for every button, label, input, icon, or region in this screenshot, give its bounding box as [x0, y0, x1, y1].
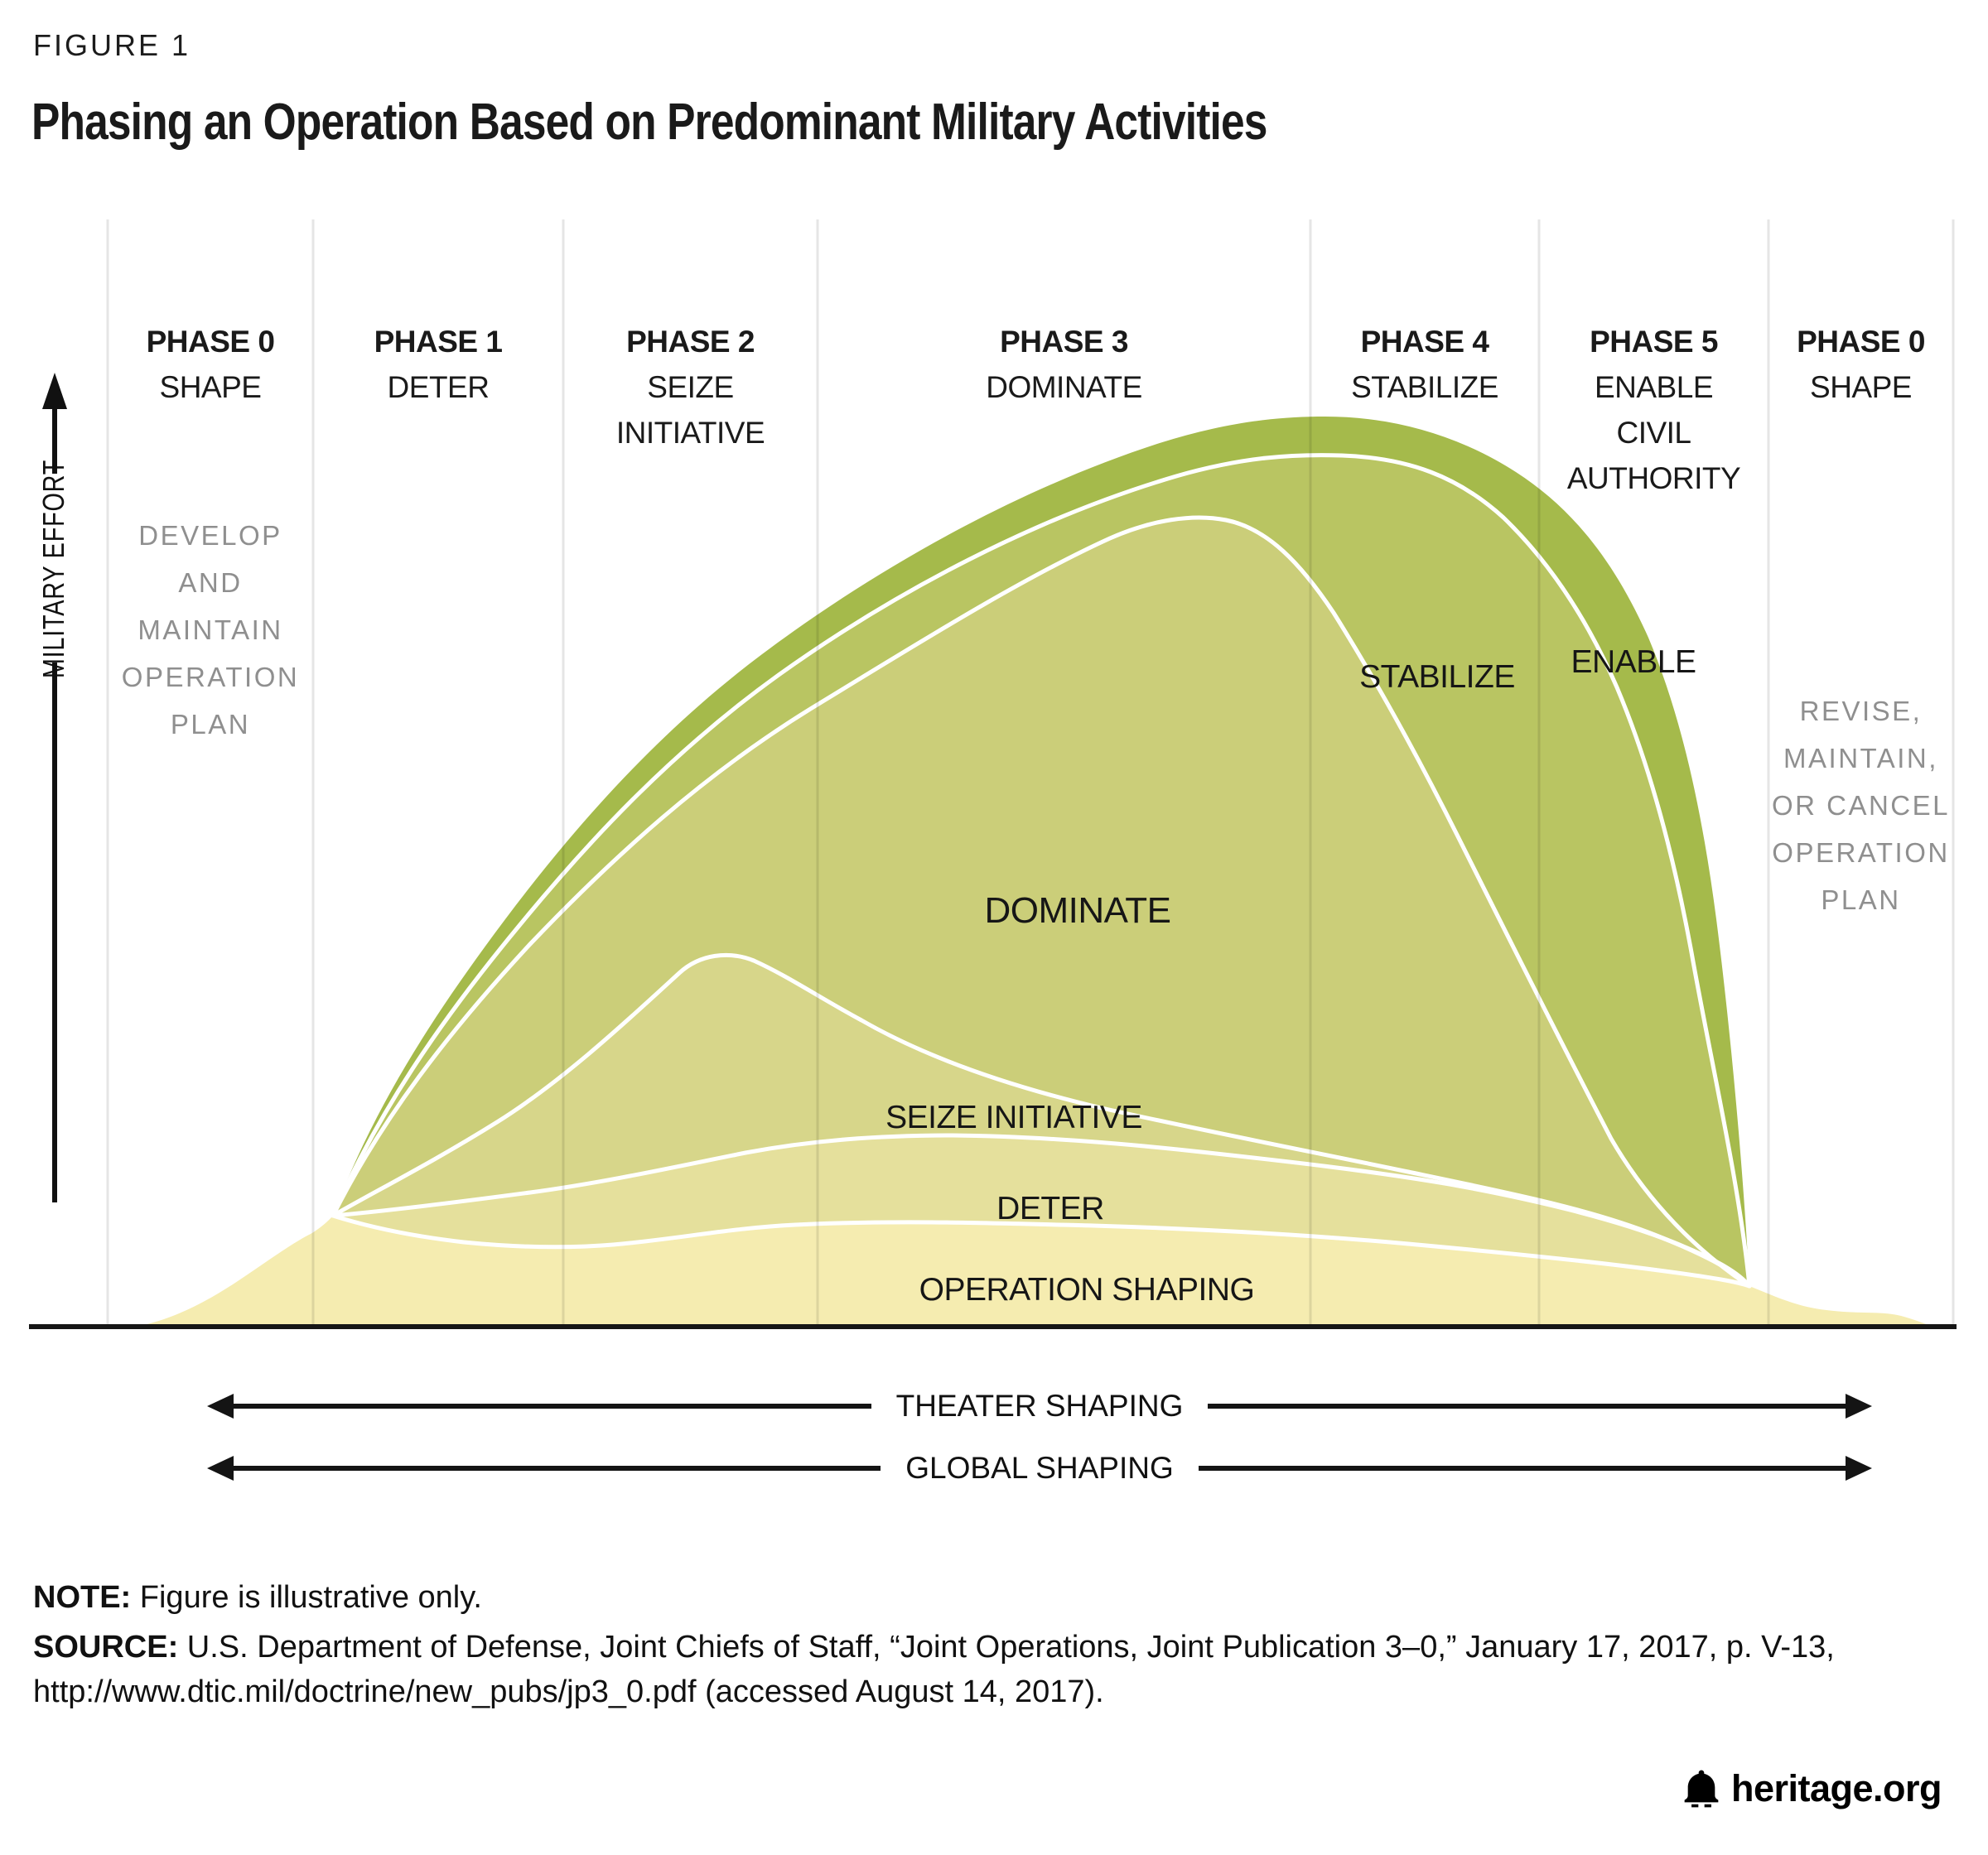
label-dominate: DOMINATE — [984, 890, 1171, 931]
phase-header-2: PHASE 2 SEIZE INITIATIVE — [563, 319, 818, 455]
layer-operation-shaping — [143, 1216, 1928, 1325]
phase-title: PHASE 5 — [1590, 325, 1718, 359]
layer-dominate — [333, 517, 1749, 1286]
phase-title: PHASE 2 — [626, 325, 755, 359]
phase-subtitle: SHAPE — [159, 370, 262, 404]
phase-title: PHASE 0 — [146, 325, 275, 359]
label-stabilize: STABILIZE — [1359, 659, 1515, 695]
y-axis-arrow — [42, 373, 67, 1202]
phase-subtitle: SHAPE — [1810, 370, 1912, 404]
phase-title: PHASE 1 — [374, 325, 503, 359]
heritage-branding: heritage.org — [1683, 1767, 1942, 1810]
phase-divider-lines — [106, 219, 1955, 1325]
left-plan-note: DEVELOP AND MAINTAIN OPERATION PLAN — [121, 520, 300, 740]
phase-subtitle: DOMINATE — [986, 370, 1142, 404]
footnotes: NOTE: Figure is illustrative only. SOURC… — [33, 1575, 1963, 1714]
note-prefix: NOTE: — [33, 1580, 132, 1615]
layer-seize-initiative — [333, 955, 1749, 1286]
label-operation-shaping: OPERATION SHAPING — [919, 1272, 1255, 1308]
arrow-right-icon — [1846, 1456, 1873, 1481]
label-deter: DETER — [996, 1191, 1104, 1226]
right-plan-note: REVISE, MAINTAIN, OR CANCEL OPERATION PL… — [1771, 696, 1951, 915]
arrow-left-icon — [207, 1394, 234, 1419]
note-line: NOTE: Figure is illustrative only. — [33, 1575, 1963, 1620]
phase-header-5: PHASE 5 ENABLE CIVIL AUTHORITY — [1539, 319, 1768, 501]
figure-number-label: FIGURE 1 — [33, 28, 191, 62]
phase-subtitle: DETER — [387, 370, 490, 404]
source-line-2: http://www.dtic.mil/doctrine/new_pubs/jp… — [33, 1674, 1104, 1709]
theater-shaping-label: THEATER SHAPING — [895, 1389, 1184, 1423]
phase-header-3: PHASE 3 DOMINATE — [818, 319, 1310, 410]
phase-title: PHASE 3 — [1000, 325, 1128, 359]
phase-subtitle: STABILIZE — [1351, 370, 1498, 404]
phase-header-0: PHASE 0 SHAPE — [108, 319, 313, 410]
source-prefix: SOURCE: — [33, 1630, 179, 1665]
source-line: SOURCE: U.S. Department of Defense, Join… — [33, 1625, 1963, 1670]
phase-header-6: PHASE 0 SHAPE — [1768, 319, 1953, 410]
arrow-right-icon — [1846, 1394, 1872, 1419]
label-enable: ENABLE — [1571, 644, 1696, 680]
arrow-left-icon — [207, 1456, 234, 1481]
phase-title: PHASE 4 — [1360, 325, 1489, 359]
global-shaping-arrow: GLOBAL SHAPING — [207, 1450, 1873, 1486]
phase-subtitle: SEIZE INITIATIVE — [615, 370, 765, 450]
y-axis-label: MILITARY EFFORT — [36, 459, 70, 679]
layer-deter — [333, 1135, 1749, 1286]
source-text-1: U.S. Department of Defense, Joint Chiefs… — [178, 1630, 1835, 1665]
note-text: Figure is illustrative only. — [131, 1580, 482, 1615]
layer-separator-lines — [331, 453, 1752, 1289]
theater-shaping-arrow: THEATER SHAPING — [207, 1388, 1872, 1424]
label-seize-initiative: SEIZE INITIATIVE — [885, 1100, 1142, 1135]
phase-header-1: PHASE 1 DETER — [313, 319, 563, 410]
liberty-bell-icon — [1684, 1770, 1719, 1808]
heritage-site-label: heritage.org — [1730, 1767, 1942, 1809]
phase-header-4: PHASE 4 STABILIZE — [1310, 319, 1539, 410]
global-shaping-label: GLOBAL SHAPING — [905, 1451, 1174, 1485]
layer-stabilize — [333, 455, 1749, 1286]
phase-title: PHASE 0 — [1797, 325, 1925, 359]
phase-subtitle: ENABLE CIVIL AUTHORITY — [1566, 370, 1741, 495]
page-title: Phasing an Operation Based on Predominan… — [31, 94, 1267, 151]
